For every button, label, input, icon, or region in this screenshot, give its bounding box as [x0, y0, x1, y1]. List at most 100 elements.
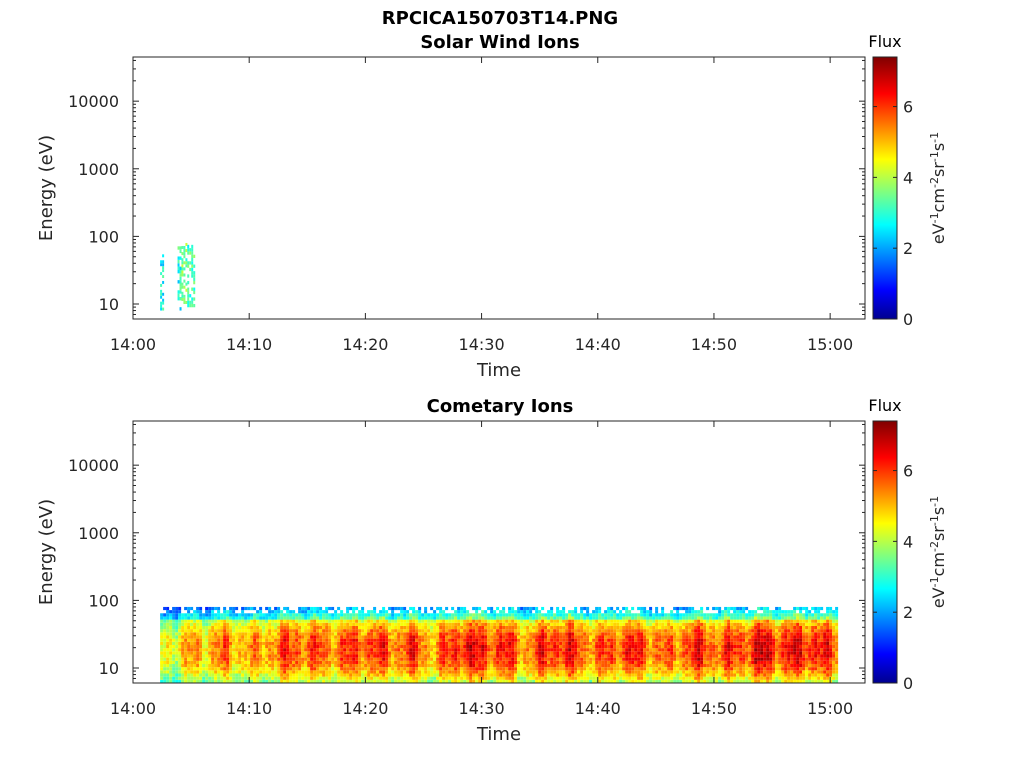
heatmap-cell	[175, 651, 179, 655]
heatmap-cell	[352, 641, 356, 645]
heatmap-cell	[742, 651, 746, 655]
heatmap-cell	[403, 673, 407, 677]
heatmap-cell	[175, 670, 179, 674]
heatmap-cell	[196, 625, 200, 630]
heatmap-cell	[322, 629, 326, 633]
heatmap-cell	[565, 635, 569, 639]
heatmap-cell	[661, 676, 665, 680]
heatmap-cell	[568, 613, 572, 617]
heatmap-cell	[766, 619, 770, 623]
heatmap-cell	[229, 629, 233, 633]
heatmap-cell	[457, 676, 461, 680]
colorbar-tick-label: 6	[903, 98, 913, 117]
heatmap-cell	[265, 667, 269, 671]
heatmap-cell	[553, 654, 557, 658]
heatmap-cell	[484, 619, 488, 623]
heatmap-cell	[172, 632, 176, 636]
heatmap-cell	[619, 638, 623, 642]
heatmap-cell	[595, 654, 599, 658]
heatmap-cell	[709, 635, 713, 639]
heatmap-cell	[574, 648, 578, 652]
heatmap-cell	[229, 657, 233, 661]
heatmap-cell	[175, 635, 179, 639]
heatmap-cell	[550, 635, 554, 639]
heatmap-cell	[343, 625, 347, 630]
heatmap-cell	[382, 622, 386, 626]
heatmap-cell	[604, 660, 608, 664]
heatmap-cell	[538, 629, 542, 633]
heatmap-cell	[703, 625, 707, 630]
heatmap-cell	[670, 632, 674, 636]
heatmap-cell	[193, 629, 197, 633]
heatmap-cell	[550, 648, 554, 652]
heatmap-cell	[229, 632, 233, 636]
heatmap-cell	[556, 606, 560, 611]
heatmap-cell	[241, 670, 245, 674]
heatmap-cell	[208, 616, 212, 620]
heatmap-cell	[370, 676, 374, 680]
heatmap-cell	[586, 651, 590, 655]
heatmap-cell	[313, 644, 317, 649]
heatmap-cell	[523, 629, 527, 633]
heatmap-cell	[235, 673, 239, 677]
heatmap-cell	[625, 638, 629, 642]
heatmap-cell	[700, 632, 704, 636]
heatmap-cell	[358, 638, 362, 642]
heatmap-cell	[679, 667, 683, 671]
heatmap-cell	[346, 654, 350, 658]
heatmap-cell	[445, 648, 449, 652]
heatmap-cell	[538, 632, 542, 636]
heatmap-cell	[538, 657, 542, 661]
heatmap-cell	[304, 667, 308, 671]
heatmap-cell	[535, 644, 539, 649]
heatmap-cell	[685, 606, 689, 611]
heatmap-cell	[697, 635, 701, 639]
heatmap-cell	[703, 622, 707, 626]
heatmap-cell	[328, 651, 332, 655]
heatmap-cell	[709, 619, 713, 623]
heatmap-cell	[628, 613, 632, 617]
heatmap-cell	[436, 619, 440, 623]
heatmap-cell	[185, 264, 188, 268]
heatmap-cell	[463, 670, 467, 674]
heatmap-cell	[208, 641, 212, 645]
heatmap-cell	[340, 663, 344, 668]
heatmap-cell	[688, 657, 692, 661]
heatmap-cell	[223, 638, 227, 642]
heatmap-cell	[460, 670, 464, 674]
heatmap-cell	[191, 287, 194, 291]
heatmap-cell	[418, 641, 422, 645]
heatmap-cell	[436, 673, 440, 677]
heatmap-cell	[667, 679, 671, 683]
heatmap-cell	[682, 638, 686, 642]
heatmap-cell	[283, 679, 287, 683]
heatmap-cell	[184, 657, 188, 661]
heatmap-cell	[162, 292, 165, 296]
heatmap-cell	[340, 648, 344, 652]
heatmap-cell	[688, 606, 692, 611]
heatmap-cell	[280, 651, 284, 655]
heatmap-cell	[607, 648, 611, 652]
heatmap-cell	[631, 641, 635, 645]
heatmap-cell	[724, 629, 728, 633]
heatmap-cell	[529, 670, 533, 674]
heatmap-cell	[166, 673, 170, 677]
heatmap-cell	[595, 676, 599, 680]
heatmap-cell	[433, 667, 437, 671]
heatmap-cell	[361, 644, 365, 649]
heatmap-cell	[166, 610, 170, 614]
heatmap-cell	[217, 670, 221, 674]
heatmap-cell	[616, 670, 620, 674]
heatmap-cell	[628, 667, 632, 671]
heatmap-cell	[730, 619, 734, 623]
heatmap-cell	[334, 613, 338, 617]
heatmap-cell	[325, 635, 329, 639]
heatmap-cell	[763, 635, 767, 639]
heatmap-cell	[313, 641, 317, 645]
heatmap-cell	[307, 632, 311, 636]
heatmap-cell	[283, 632, 287, 636]
heatmap-cell	[463, 667, 467, 671]
heatmap-cell	[421, 644, 425, 649]
heatmap-cell	[454, 625, 458, 630]
heatmap-cell	[376, 667, 380, 671]
